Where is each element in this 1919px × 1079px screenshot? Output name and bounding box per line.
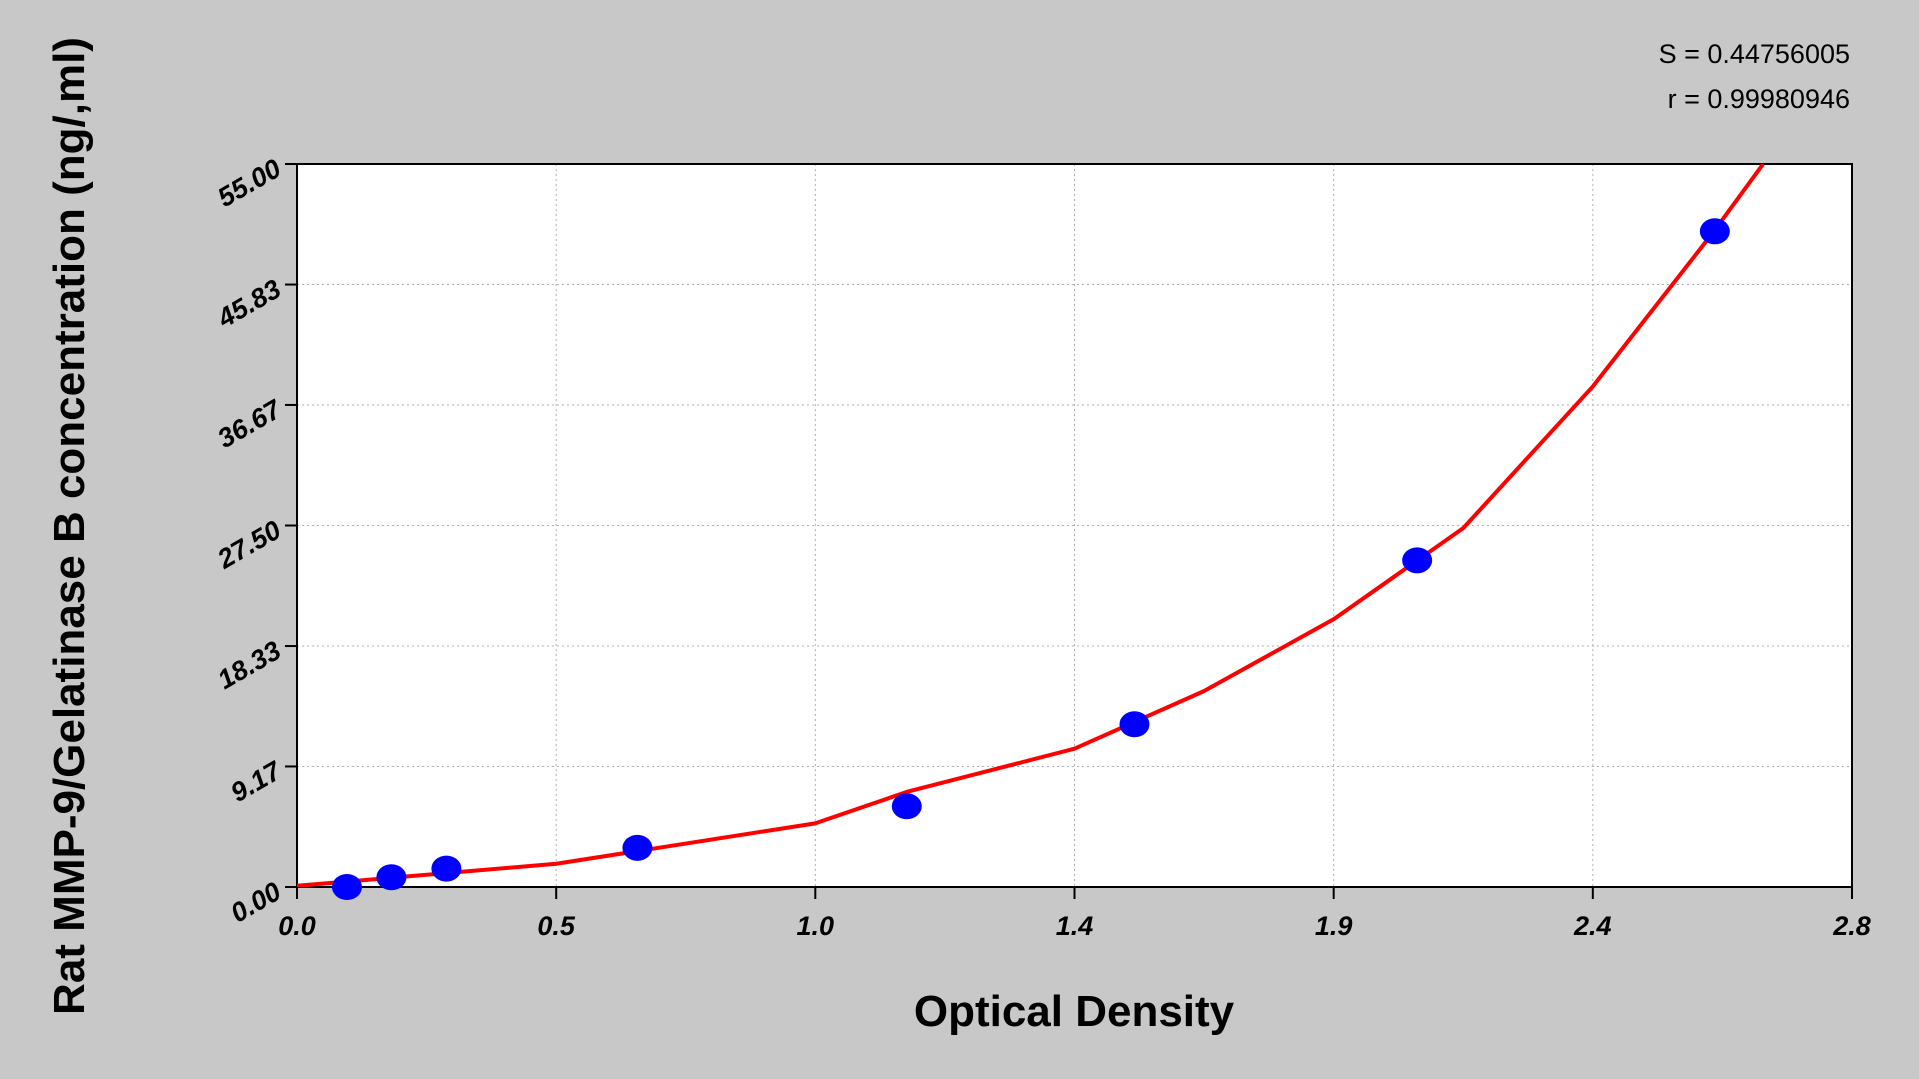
data-point	[331, 874, 362, 900]
x-tick-label: 2.4	[1573, 911, 1612, 941]
y-axis-title: Rat MMP-9/Gelatinase B concentration (ng…	[45, 37, 94, 1015]
data-point	[622, 834, 653, 861]
x-tick-label: 2.8	[1832, 911, 1871, 941]
data-point	[431, 855, 462, 882]
data-point	[1699, 218, 1730, 245]
data-point	[1119, 711, 1150, 738]
data-point	[1402, 547, 1433, 574]
annotation: r = 0.99980946	[1668, 84, 1850, 114]
x-tick-label: 0.0	[278, 911, 316, 941]
x-tick-label: 1.9	[1315, 911, 1353, 941]
data-point	[376, 864, 407, 891]
annotation: S = 0.44756005	[1659, 39, 1850, 69]
x-tick-label: 0.5	[537, 911, 576, 941]
fit-curve	[297, 164, 1765, 887]
x-tick-label: 1.4	[1056, 911, 1094, 941]
data-point	[891, 793, 922, 820]
x-tick-label: 1.0	[797, 911, 835, 941]
x-axis-title: Optical Density	[914, 987, 1235, 1036]
